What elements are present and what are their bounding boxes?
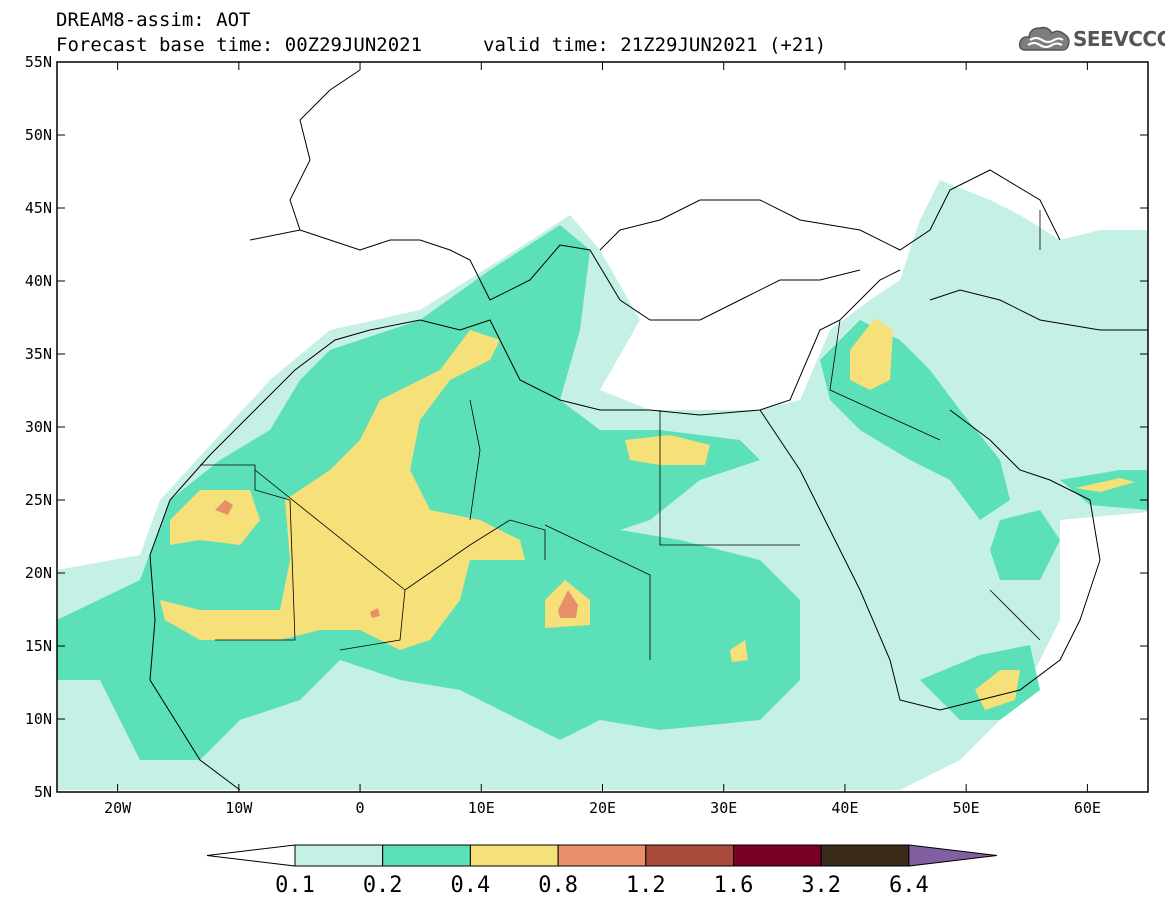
colorbar-label: 1.6 (714, 873, 754, 898)
aot-band-0.8-mauritania (215, 500, 233, 515)
lat-label: 10N (25, 710, 52, 728)
aot-band-0.4-sudan (730, 640, 748, 662)
lon-label: 40E (831, 799, 858, 817)
aot-field (57, 180, 1148, 790)
lat-label: 20N (25, 564, 52, 582)
lat-label: 45N (25, 199, 52, 217)
lat-label: 35N (25, 345, 52, 363)
lon-label: 20W (104, 799, 132, 817)
colorbar-swatch (645, 844, 734, 867)
lon-label: 10W (225, 799, 253, 817)
colorbar-swatch (820, 844, 910, 867)
lat-label: 40N (25, 272, 52, 290)
aot-band-0.4-iraq (850, 318, 893, 390)
colorbar-label: 3.2 (801, 873, 841, 898)
lat-label: 5N (34, 783, 52, 801)
lon-label: 10E (468, 799, 495, 817)
colorbar-label: 0.4 (451, 873, 491, 898)
lat-axis: 55N 50N 45N 40N 35N 30N 25N 20N 15N 10N 5N (25, 53, 1148, 801)
lat-label: 55N (25, 53, 52, 71)
lon-label: 60E (1074, 799, 1101, 817)
lon-label: 30E (710, 799, 737, 817)
seevccc-logo: SEEVCCC (1018, 22, 1165, 60)
colorbar-swatch (557, 844, 647, 867)
coastlines (149, 69, 1148, 791)
colorbar-label: 0.2 (363, 873, 403, 898)
aot-band-0.4-oman (1075, 478, 1135, 492)
colorbar-label: 0.1 (275, 873, 315, 898)
aot-band-0.4-somalia (975, 670, 1020, 710)
map-title: DREAM8-assim: AOT (56, 9, 251, 31)
logo-text: SEEVCCC (1073, 27, 1165, 51)
valid-time: valid time: 21Z29JUN2021 (+21) (483, 34, 827, 56)
colorbar-label: 1.2 (626, 873, 666, 898)
aot-band-0.2-arabia (990, 510, 1060, 580)
lat-label: 50N (25, 126, 52, 144)
lat-label: 15N (25, 637, 52, 655)
lon-label: 50E (953, 799, 980, 817)
colorbar-label: 0.8 (538, 873, 578, 898)
lat-label: 30N (25, 418, 52, 436)
colorbar: 0.1 0.2 0.4 0.8 1.2 1.6 3.2 6.4 (206, 844, 997, 898)
country-borders (200, 210, 1041, 660)
colorbar-over-triangle (908, 844, 997, 867)
lon-axis: 20W 10W 0 10E 20E 30E 40E 50E 60E (104, 62, 1101, 817)
forecast-base-time: Forecast base time: 00Z29JUN2021 (56, 34, 423, 56)
aot-band-0.4-libya (625, 435, 710, 465)
aot-band-0.8-chad (558, 590, 578, 618)
colorbar-swatch (294, 844, 384, 867)
lon-label: 0 (356, 799, 365, 817)
colorbar-swatch (733, 844, 822, 867)
colorbar-swatch (469, 844, 559, 867)
colorbar-label: 6.4 (889, 873, 929, 898)
lat-label: 25N (25, 491, 52, 509)
colorbar-under-triangle (206, 844, 296, 867)
colorbar-swatch (382, 844, 471, 867)
lon-label: 20E (589, 799, 616, 817)
cloud-icon (1018, 26, 1070, 51)
aot-band-0.8-mali (370, 608, 380, 618)
